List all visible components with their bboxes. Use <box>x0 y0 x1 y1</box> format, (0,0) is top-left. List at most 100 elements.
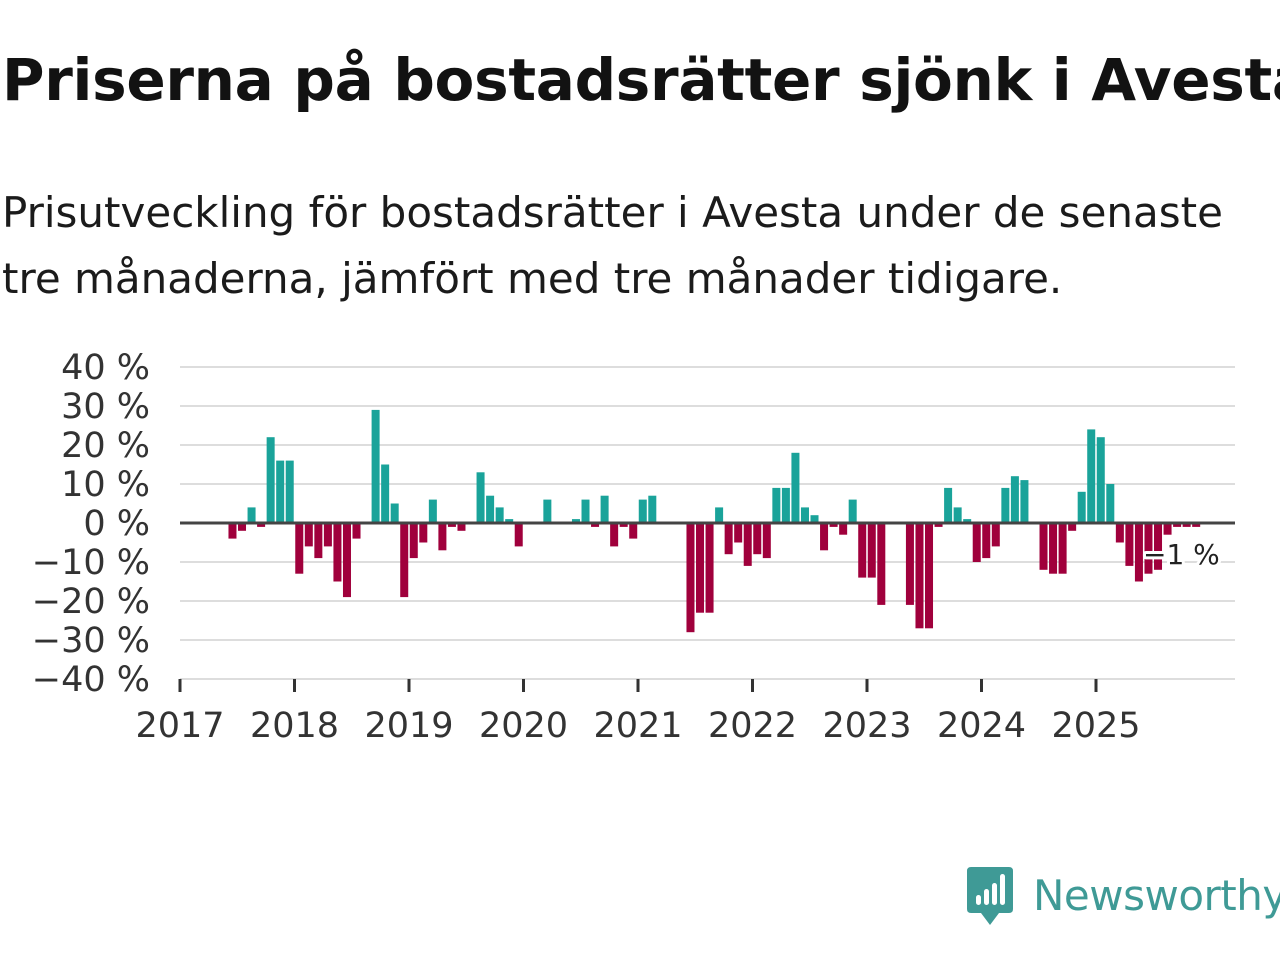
bar <box>352 523 361 539</box>
x-tick-label: 2018 <box>250 706 339 746</box>
bar <box>915 523 924 629</box>
bar <box>972 523 981 562</box>
bar <box>944 487 953 523</box>
bar <box>629 523 638 539</box>
bar <box>314 523 323 559</box>
bar <box>486 495 495 523</box>
bar <box>390 503 399 523</box>
bar <box>781 487 790 523</box>
newsworthy-logo-icon <box>967 867 1013 925</box>
y-tick-label: 30 % <box>61 387 150 427</box>
bar <box>381 464 390 523</box>
bar <box>810 515 819 523</box>
bar <box>1154 523 1163 570</box>
y-tick-label: 10 % <box>61 465 150 505</box>
bar <box>543 499 552 523</box>
bar <box>905 523 914 605</box>
bar <box>323 523 332 547</box>
bar <box>1010 476 1019 523</box>
bar <box>791 452 800 523</box>
bar <box>1125 523 1134 566</box>
bar <box>1096 437 1105 523</box>
labels: 40 %30 %20 %10 %0 %−10 %−20 %−30 %−40 % 2… <box>32 348 1223 746</box>
bar <box>705 523 714 613</box>
bar <box>285 460 294 523</box>
bar <box>953 507 962 523</box>
bar <box>447 523 456 527</box>
bar <box>877 523 886 605</box>
bar <box>753 523 762 555</box>
y-tick-label: −20 % <box>32 582 150 622</box>
bar <box>600 495 609 523</box>
bar <box>342 523 351 598</box>
axes <box>178 521 1235 692</box>
bar <box>1087 429 1096 523</box>
bar <box>1106 484 1115 523</box>
x-tick-label: 2025 <box>1051 706 1140 746</box>
bar <box>581 499 590 523</box>
x-tick-label: 2023 <box>822 706 911 746</box>
y-tick-label: 40 % <box>61 348 150 388</box>
bar <box>495 507 504 523</box>
bar <box>1068 523 1077 531</box>
bar <box>991 523 1000 547</box>
bar <box>1077 491 1086 523</box>
bar <box>934 523 943 527</box>
bar <box>304 523 313 547</box>
bar <box>638 499 647 523</box>
bar <box>428 499 437 523</box>
bar <box>1115 523 1124 543</box>
bar <box>505 519 514 523</box>
y-tick-label: 20 % <box>61 426 150 466</box>
bar <box>858 523 867 578</box>
y-tick-label: 0 % <box>83 504 150 544</box>
bar <box>696 523 705 613</box>
bar <box>591 523 600 527</box>
bar <box>571 519 580 523</box>
bar <box>772 487 781 523</box>
x-tick-label: 2019 <box>364 706 453 746</box>
bar <box>409 523 418 559</box>
newsworthy-logo-text: Newsworthy <box>1033 871 1280 920</box>
bar <box>686 523 695 633</box>
bar <box>610 523 619 547</box>
bar <box>238 523 247 531</box>
bar <box>476 472 485 523</box>
bars <box>228 409 1201 633</box>
bar <box>438 523 447 551</box>
bar <box>1001 487 1010 523</box>
x-tick-label: 2021 <box>593 706 682 746</box>
bar <box>848 499 857 523</box>
chart-subtitle: Prisutveckling för bostadsrätter i Avest… <box>2 188 1223 303</box>
bar <box>982 523 991 559</box>
bar <box>839 523 848 535</box>
bar <box>1173 523 1182 527</box>
bar <box>829 523 838 527</box>
bar <box>419 523 428 543</box>
bar <box>247 507 256 523</box>
bar <box>1163 523 1172 535</box>
bar <box>1192 523 1201 527</box>
x-tick-label: 2024 <box>937 706 1026 746</box>
bar <box>619 523 628 527</box>
chart-title: Priserna på bostadsrätter sjönk i Avesta <box>2 46 1280 114</box>
bar <box>295 523 304 574</box>
bar <box>734 523 743 543</box>
bar <box>1049 523 1058 574</box>
bar <box>762 523 771 559</box>
bar <box>276 460 285 523</box>
newsworthy-logo: Newsworthy <box>965 864 1280 928</box>
bar <box>715 507 724 523</box>
bar <box>1134 523 1143 582</box>
bar <box>724 523 733 555</box>
bar <box>820 523 829 551</box>
y-tick-label: −10 % <box>32 543 150 583</box>
bar <box>257 523 266 527</box>
bar <box>400 523 409 598</box>
end-value-label: −1 % <box>1143 538 1220 571</box>
bar <box>1058 523 1067 574</box>
bar <box>1020 480 1029 523</box>
bar <box>371 409 380 523</box>
bar <box>1039 523 1048 570</box>
